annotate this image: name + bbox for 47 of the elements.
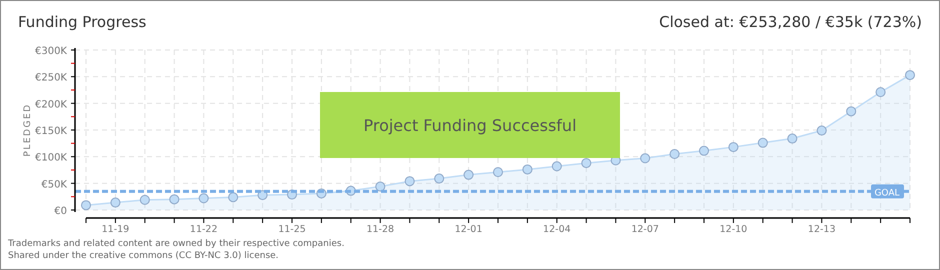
- chart-title: Funding Progress: [18, 13, 147, 31]
- y-tick-label: €300K: [34, 46, 68, 57]
- point: [787, 134, 798, 144]
- y-tick-label: €200K: [34, 99, 68, 110]
- point: [434, 174, 444, 184]
- y-tick-label: €0: [54, 206, 67, 217]
- point: [758, 138, 768, 148]
- y-axis-title: PLEDGED: [23, 103, 33, 157]
- point: [110, 198, 120, 208]
- x-tick-label: 12-04: [543, 224, 571, 235]
- point: [169, 194, 180, 204]
- point: [670, 149, 680, 159]
- point: [198, 193, 209, 204]
- point: [140, 194, 150, 205]
- point: [522, 164, 532, 174]
- text: Trademarks and related content are owned by their respective companies.: [7, 239, 344, 249]
- x-tick-label: 12-13: [808, 224, 836, 235]
- point: [493, 167, 503, 178]
- x-tick-label: 11-22: [190, 224, 218, 235]
- y-tick-label: €150K: [34, 126, 68, 137]
- point: [640, 153, 650, 164]
- text: Shared under the creative commons (CC BY-NC 3.0) license.: [8, 251, 279, 261]
- x-tick-label: 11-25: [278, 224, 306, 235]
- x-tick-label: 12-01: [454, 224, 482, 235]
- x-tick-label: 11-28: [366, 224, 394, 235]
- point: [404, 176, 415, 186]
- point: [905, 70, 915, 80]
- point: [728, 142, 738, 152]
- point: [375, 182, 386, 192]
- ref-line-label: GOAL: [874, 188, 900, 198]
- chart-subtitle: Closed at: €253,280 / €35k (723%): [659, 13, 922, 31]
- annotation: Project Funding Successful: [363, 116, 577, 135]
- x-tick-label: 12-07: [631, 224, 659, 235]
- point: [846, 106, 856, 116]
- x-tick-label: 11-19: [102, 224, 130, 235]
- point: [876, 87, 886, 98]
- point: [552, 161, 562, 172]
- x-tick-label: 12-10: [720, 224, 748, 235]
- y-tick-label: €250K: [34, 72, 68, 84]
- point: [228, 192, 238, 202]
- point: [699, 146, 709, 156]
- y-tick-label: €100K: [34, 152, 68, 164]
- y-tick-label: €50K: [41, 179, 68, 190]
- point: [464, 170, 474, 180]
- point: [581, 158, 592, 168]
- point: [816, 126, 827, 136]
- point: [81, 200, 91, 210]
